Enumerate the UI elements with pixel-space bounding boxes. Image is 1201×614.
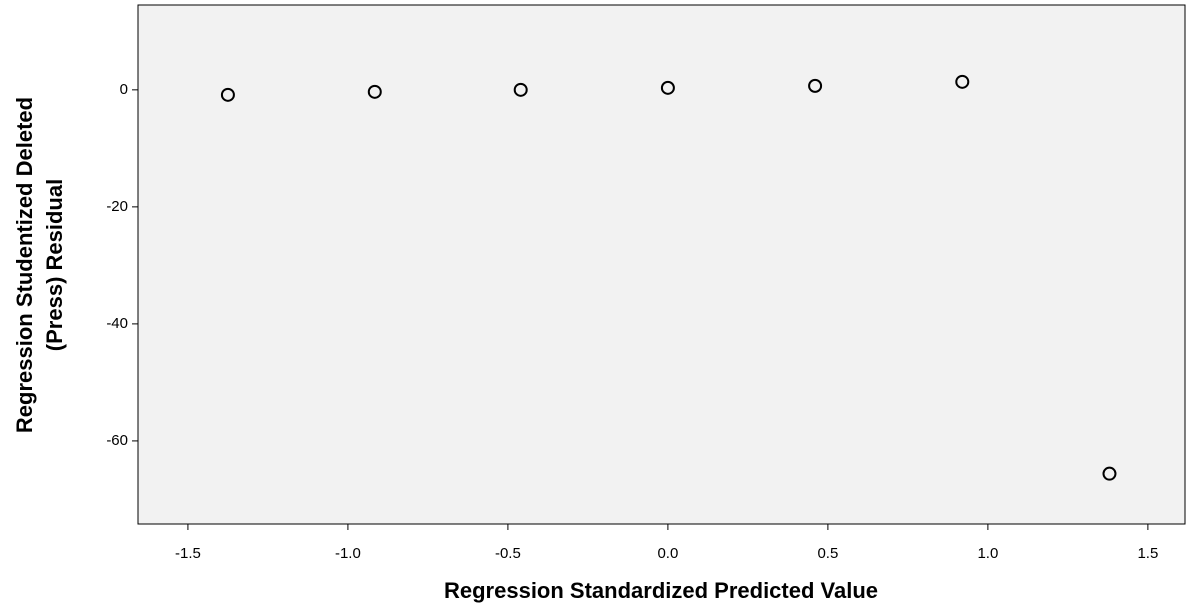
x-axis-title: Regression Standardized Predicted Value — [444, 578, 878, 603]
y-tick-label: -20 — [106, 198, 128, 215]
y-tick-label: -40 — [106, 315, 128, 332]
x-tick-label: -1.0 — [335, 545, 361, 562]
x-tick-label: 1.5 — [1137, 545, 1158, 562]
y-axis-title: (Press) Residual — [42, 179, 67, 351]
x-tick-label: -0.5 — [495, 545, 521, 562]
y-axis-title: Regression Studentized Deleted — [12, 97, 37, 433]
x-tick-label: 1.0 — [977, 545, 998, 562]
x-tick-label: 0.0 — [657, 545, 678, 562]
page: {"chart_data": {"type": "scatter", "xlab… — [0, 0, 1201, 614]
y-tick-label: 0 — [120, 81, 128, 98]
x-tick-label: -1.5 — [175, 545, 201, 562]
chart: Regression Standardized Predicted Value … — [0, 0, 1201, 614]
plot-area — [138, 5, 1185, 524]
y-tick-label: -60 — [106, 432, 128, 449]
x-tick-label: 0.5 — [817, 545, 838, 562]
